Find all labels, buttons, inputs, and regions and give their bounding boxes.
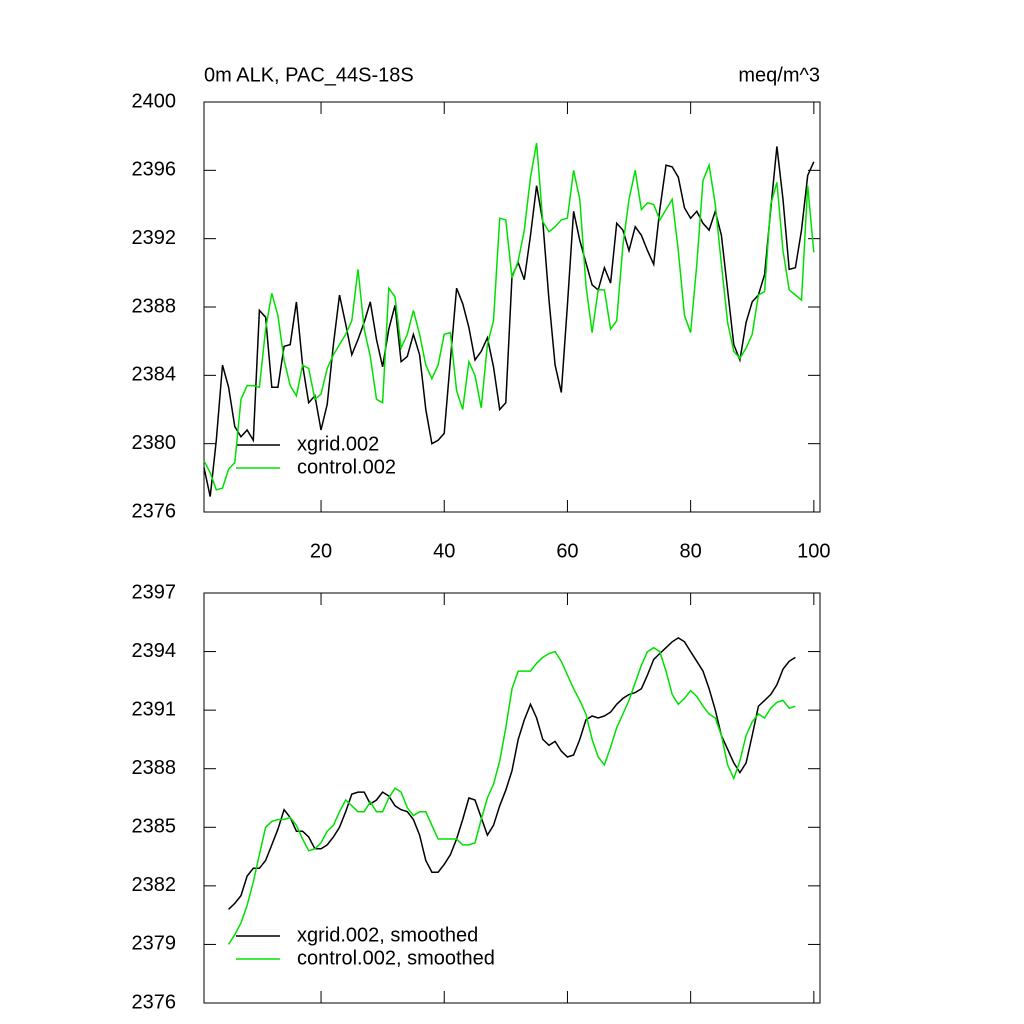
- x-tick-label: 40: [433, 540, 455, 562]
- legend-label: xgrid.002, smoothed: [297, 924, 478, 946]
- y-tick-label: 2385: [132, 816, 177, 838]
- x-tick-label: 80: [680, 540, 702, 562]
- x-tick-label: 60: [556, 540, 578, 562]
- y-tick-label: 2388: [132, 295, 177, 317]
- y-tick-label: 2394: [132, 640, 177, 662]
- plot-frame: [203, 592, 821, 1004]
- data-line: [203, 142, 815, 491]
- y-tick-label: 2379: [132, 933, 177, 955]
- legend-label: control.002: [297, 456, 396, 478]
- chart-title: 0m ALK, PAC_44S-18S: [204, 64, 414, 86]
- legend-label: control.002, smoothed: [297, 947, 495, 969]
- y-tick-label: 2391: [132, 698, 177, 720]
- legend-label: xgrid.002: [297, 433, 379, 455]
- data-line: [227, 646, 796, 945]
- y-tick-label: 2397: [132, 581, 177, 603]
- y-tick-label: 2392: [132, 227, 177, 249]
- y-tick-label: 2380: [132, 432, 177, 454]
- y-tick-label: 2400: [132, 90, 177, 112]
- y-tick-label: 2382: [132, 874, 177, 896]
- data-line: [203, 146, 815, 497]
- y-tick-label: 2384: [132, 364, 177, 386]
- data-line: [228, 637, 796, 910]
- units-label: meq/m^3: [738, 64, 820, 86]
- y-tick-label: 2388: [132, 757, 177, 779]
- y-tick-label: 2396: [132, 159, 177, 181]
- y-tick-label: 2376: [132, 991, 177, 1013]
- x-tick-label: 100: [797, 540, 830, 562]
- x-tick-label: 20: [310, 540, 332, 562]
- y-tick-label: 2376: [132, 500, 177, 522]
